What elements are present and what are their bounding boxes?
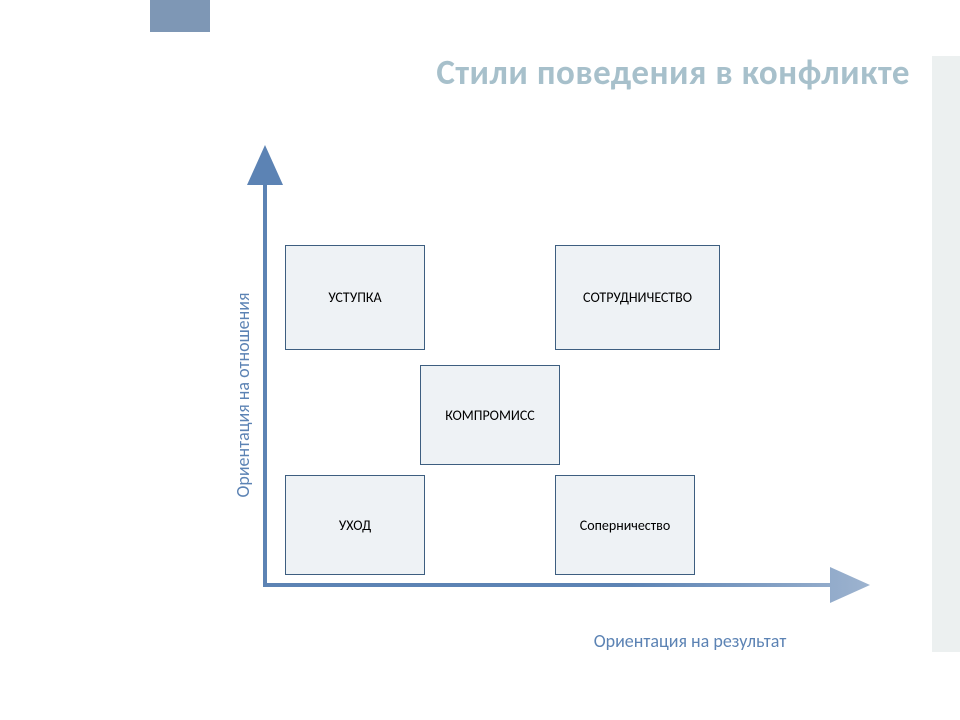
style-box-label: УСТУПКА [328,289,381,306]
style-box-label: СОТРУДНИЧЕСТВО [583,289,692,306]
style-box-compromise: КОМПРОМИСС [420,365,560,465]
style-box-avoid: УХОД [285,475,425,575]
style-box-label: УХОД [339,517,371,534]
style-box-compete: Соперничество [555,475,695,575]
style-box-cooperate: СОТРУДНИЧЕСТВО [555,245,720,350]
style-box-label: Соперничество [580,517,670,534]
style-box-yield: УСТУПКА [285,245,425,350]
axes [0,0,960,720]
style-box-label: КОМПРОМИСС [445,407,534,424]
y-axis-label: Ориентация на отношения [232,230,254,560]
x-axis-label: Ориентация на результат [540,630,840,652]
